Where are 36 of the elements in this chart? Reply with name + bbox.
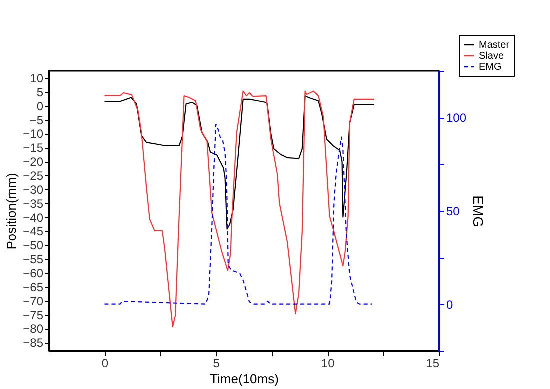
y-tick-label: −45 <box>23 224 44 239</box>
y-tick-label: −40 <box>23 210 44 225</box>
y-tick-label: 5 <box>36 85 44 100</box>
x-axis-title: Time(10ms) <box>210 372 279 386</box>
line-series <box>104 124 373 305</box>
y-tick-label: −10 <box>23 127 44 142</box>
y2-tick-label: 0 <box>446 298 454 312</box>
y-tick-label: −30 <box>23 182 44 197</box>
legend-label: Master <box>479 40 510 51</box>
y-tick-label: −70 <box>23 294 44 308</box>
y-tick-label: −35 <box>23 196 44 211</box>
y-tick-label: −80 <box>23 322 44 336</box>
y-tick-label: 0 <box>36 99 44 114</box>
x-tick-label: 10 <box>321 356 336 370</box>
y-tick-label: −55 <box>23 252 44 267</box>
y-tick-label: −50 <box>23 238 44 253</box>
y2-tick-label: 100 <box>446 111 467 126</box>
y-tick-label: −20 <box>23 155 44 170</box>
y-tick-label: −75 <box>23 308 44 322</box>
y2-tick-label: 50 <box>446 204 460 218</box>
line-series <box>104 96 375 230</box>
x-tick-label: 15 <box>426 356 440 370</box>
y-tick-label: 10 <box>30 71 44 86</box>
y-tick-label: −60 <box>23 266 44 280</box>
legend-label: Slave <box>479 51 504 62</box>
legend-label: EMG <box>479 62 502 73</box>
y-tick-label: −25 <box>23 168 44 183</box>
y2-axis-title: EMG <box>470 196 487 228</box>
x-tick-label: 5 <box>213 356 220 370</box>
y-tick-label: −5 <box>30 113 44 128</box>
y-axis-title: Position(mm) <box>4 173 20 250</box>
y-tick-label: −15 <box>23 141 44 156</box>
y-tick-label: −65 <box>23 280 44 294</box>
y-tick-label: −85 <box>23 336 44 350</box>
x-tick-label: 0 <box>102 356 109 370</box>
line-series <box>104 90 375 328</box>
